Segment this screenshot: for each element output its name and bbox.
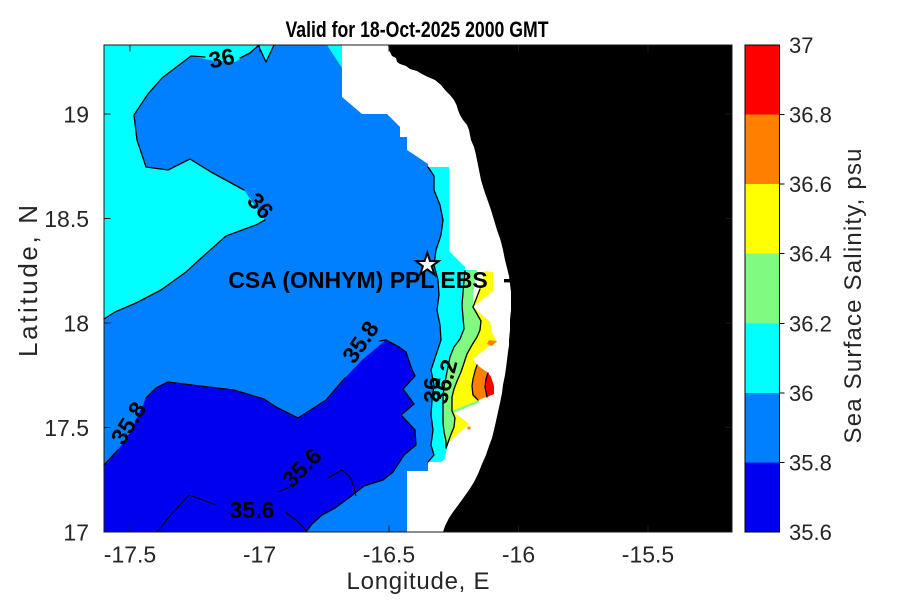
svg-text:CSA (ONHYM) PPL EBS: CSA (ONHYM) PPL EBS: [228, 267, 487, 293]
svg-text:18.5: 18.5: [44, 206, 89, 232]
svg-text:36.6: 36.6: [789, 172, 832, 197]
svg-text:36.8: 36.8: [789, 103, 832, 128]
svg-text:Longitude, E: Longitude, E: [347, 568, 490, 595]
svg-text:-17.5: -17.5: [104, 542, 156, 568]
svg-text:-17: -17: [243, 542, 276, 568]
svg-text:18: 18: [63, 311, 89, 337]
svg-text:35.6: 35.6: [789, 520, 832, 545]
svg-text:19: 19: [63, 102, 89, 128]
svg-text:36.2: 36.2: [789, 311, 832, 336]
svg-text:17: 17: [63, 520, 89, 546]
svg-text:-16: -16: [502, 542, 535, 568]
svg-text:36.4: 36.4: [789, 242, 832, 267]
svg-text:36: 36: [789, 381, 813, 406]
svg-text:36: 36: [206, 43, 236, 74]
svg-text:35.8: 35.8: [789, 450, 832, 475]
svg-text:36: 36: [419, 377, 445, 403]
svg-text:-15.5: -15.5: [622, 542, 674, 568]
svg-text:Valid for 18-Oct-2025 2000 GMT: Valid for 18-Oct-2025 2000 GMT: [286, 17, 549, 42]
svg-text:17.5: 17.5: [44, 415, 89, 441]
svg-text:Sea Surface Salinity, psu: Sea Surface Salinity, psu: [840, 149, 867, 444]
svg-text:-16.5: -16.5: [363, 542, 415, 568]
svg-text:35.6: 35.6: [230, 497, 275, 523]
svg-text:Latitude, N: Latitude, N: [13, 205, 43, 357]
svg-text:37: 37: [789, 33, 813, 58]
